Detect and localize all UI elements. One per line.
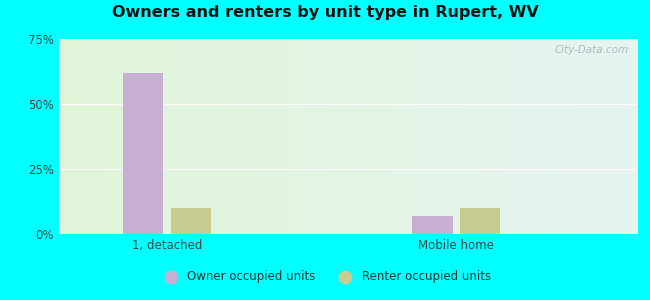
Bar (412, 216, 452, 234)
Bar (170, 208, 211, 234)
Legend: Owner occupied units, Renter occupied units: Owner occupied units, Renter occupied un… (154, 266, 496, 288)
Text: City-Data.com: City-Data.com (554, 45, 629, 55)
Bar (460, 208, 500, 234)
Text: Owners and renters by unit type in Rupert, WV: Owners and renters by unit type in Ruper… (112, 4, 538, 20)
Bar (123, 73, 163, 234)
